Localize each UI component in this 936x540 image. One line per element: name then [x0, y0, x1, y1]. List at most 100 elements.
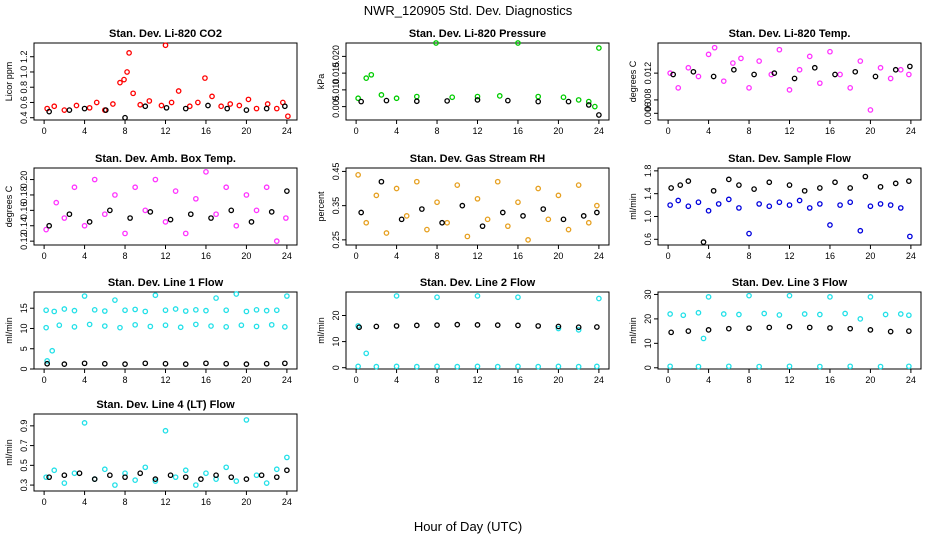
data-point: [413, 178, 420, 185]
data-point: [91, 176, 98, 183]
x-tick-label: 4: [82, 126, 87, 136]
data-point: [449, 94, 456, 101]
y-tick-label: 0.25: [331, 231, 341, 249]
chart-panel-9: Stan. Dev. Line 3 Flow ml/min 0 4 8 12 16 20 24 0…: [628, 277, 922, 385]
data-point: [535, 185, 542, 192]
data-point: [393, 293, 400, 299]
plot-frame: [345, 42, 610, 121]
x-tick-label: 4: [394, 251, 399, 261]
data-point: [816, 201, 823, 207]
data-point: [575, 97, 582, 103]
data-point: [816, 80, 823, 87]
data-point: [127, 215, 133, 221]
panels: Stan. Dev. Li-820 CO2 Licor ppm 0 4 8 12 16 20 2…: [4, 28, 922, 507]
data-point: [499, 209, 506, 216]
x-tick-label: 24: [282, 375, 292, 385]
x-tick-label: 20: [241, 497, 251, 507]
data-point: [263, 184, 270, 191]
data-point: [228, 474, 235, 481]
data-point: [61, 215, 68, 221]
x-tick-label: 4: [706, 126, 711, 136]
data-point: [223, 184, 230, 191]
data-point: [715, 201, 722, 207]
data-point: [61, 480, 68, 486]
data-point: [444, 98, 451, 104]
data-point: [847, 363, 854, 370]
x-tick-label: 20: [553, 251, 563, 261]
y-tick-label: 0.005: [331, 95, 341, 118]
data-point: [46, 222, 53, 229]
data-point: [81, 293, 88, 299]
data-point: [832, 179, 838, 186]
data-point: [887, 202, 894, 208]
data-point: [182, 474, 189, 481]
data-point: [117, 324, 123, 331]
y-tick-label: 1.0: [19, 66, 29, 79]
data-point: [515, 322, 521, 329]
data-point: [101, 466, 108, 473]
data-point: [86, 219, 93, 225]
data-point: [273, 238, 280, 244]
data-point: [685, 178, 692, 184]
data-point: [444, 219, 451, 226]
x-tick-label: 4: [394, 126, 399, 136]
data-point: [192, 482, 199, 488]
data-point: [520, 213, 526, 219]
chart-title: Stan. Dev. Li-820 Pressure: [409, 28, 546, 40]
y-tick-label: 0.20: [19, 171, 29, 189]
data-point: [725, 176, 732, 183]
series-1: [44, 42, 291, 120]
data-point: [223, 360, 230, 367]
x-tick-label: 20: [553, 126, 563, 136]
data-point: [690, 68, 697, 75]
x-tick-label: 0: [42, 126, 47, 136]
data-point: [439, 219, 445, 226]
x-tick-label: 20: [553, 375, 563, 385]
data-point: [837, 202, 843, 208]
data-point: [51, 103, 58, 110]
data-point: [695, 363, 702, 370]
y-tick-label: 0.3: [19, 479, 29, 492]
data-point: [284, 467, 290, 474]
data-point: [163, 104, 170, 111]
data-point: [236, 102, 243, 109]
x-tick-label: 12: [784, 375, 794, 385]
data-point: [356, 324, 362, 331]
data-point: [273, 466, 280, 473]
data-point: [142, 308, 149, 315]
chart-title: Stan. Dev. Gas Stream RH: [410, 153, 546, 165]
y-axis-label: ml/min: [628, 317, 638, 344]
data-point: [248, 219, 255, 225]
data-point: [284, 293, 290, 299]
y-axis-label: ml/min: [316, 317, 326, 344]
data-point: [167, 472, 174, 479]
series-2: [46, 467, 290, 483]
data-point: [182, 105, 189, 112]
data-point: [209, 93, 215, 100]
y-tick-label: 15: [19, 303, 29, 313]
x-tick-label: 0: [666, 126, 671, 136]
data-point: [857, 58, 864, 64]
x-tick-label: 12: [160, 497, 170, 507]
data-point: [535, 363, 542, 370]
data-point: [768, 71, 775, 78]
data-point: [594, 324, 600, 330]
data-point: [146, 98, 153, 104]
data-point: [101, 211, 108, 218]
data-point: [162, 360, 169, 367]
x-tick-label: 8: [435, 126, 440, 136]
data-point: [137, 470, 144, 477]
data-point: [192, 195, 199, 202]
data-point: [756, 201, 763, 207]
data-point: [454, 321, 461, 328]
data-point: [685, 203, 692, 210]
data-point: [786, 363, 793, 370]
data-point: [695, 309, 702, 316]
data-point: [474, 195, 481, 202]
data-point: [906, 363, 912, 370]
x-tick-label: 16: [825, 126, 835, 136]
data-point: [816, 185, 823, 191]
data-point: [867, 203, 874, 210]
data-point: [282, 324, 288, 330]
data-point: [61, 361, 68, 367]
